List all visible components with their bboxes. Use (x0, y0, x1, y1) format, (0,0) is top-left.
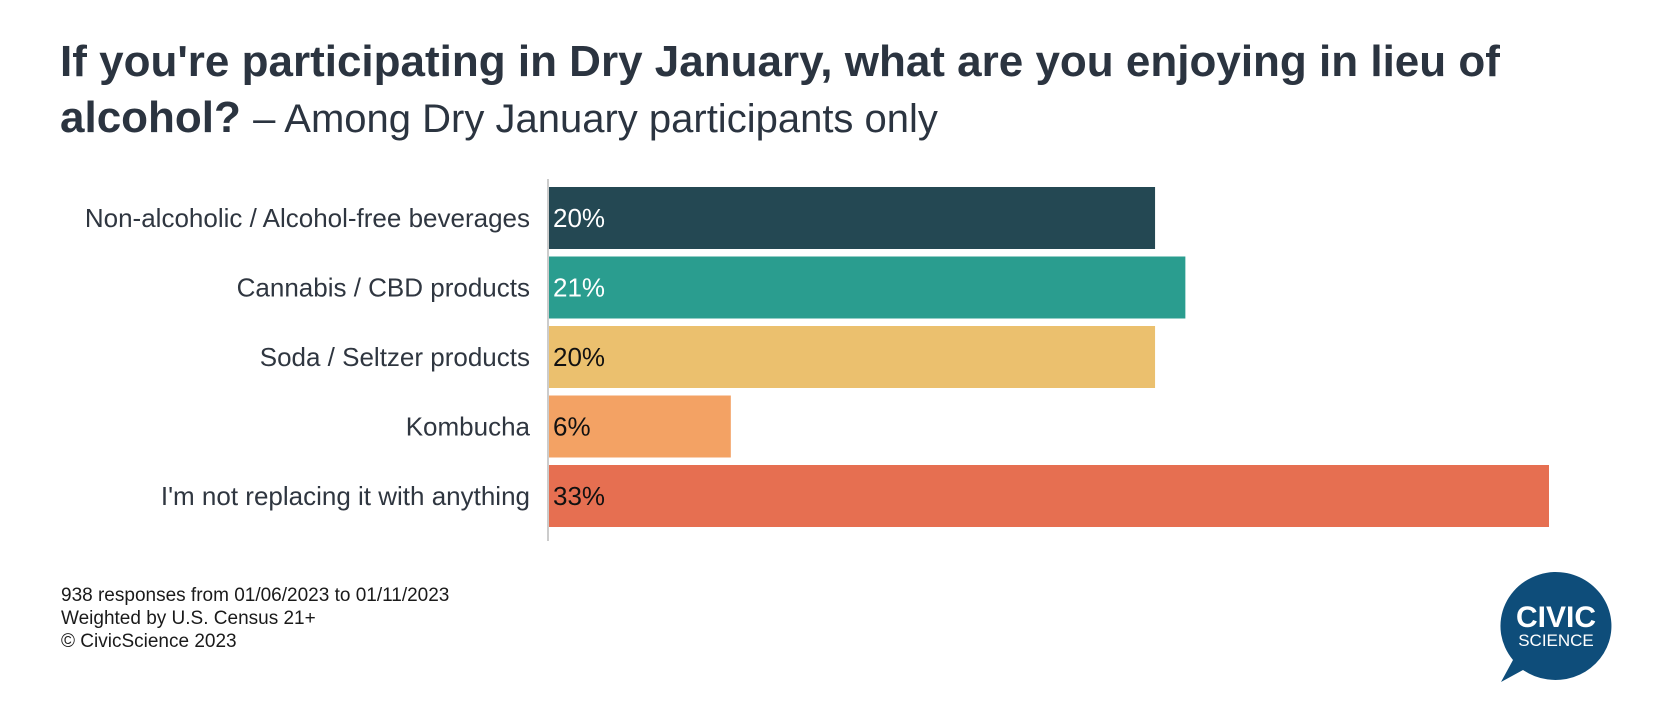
chart-title: If you're participating in Dry January, … (60, 34, 1620, 147)
value-label-3: 6% (553, 412, 591, 442)
bar-1 (549, 256, 1186, 319)
chart-title-main: If you're participating in Dry January, … (60, 37, 1500, 142)
value-label-4: 33% (553, 481, 605, 511)
category-label-3: Kombucha (406, 412, 531, 442)
logo-bubble (1500, 571, 1612, 682)
bar-4 (549, 465, 1549, 527)
category-label-2: Soda / Seltzer products (260, 342, 530, 372)
category-label-0: Non-alcoholic / Alcohol-free beverages (85, 203, 530, 233)
value-label-2: 20% (553, 342, 605, 372)
civicscience-logo: CIVIC SCIENCE (1500, 571, 1612, 682)
chart-footer: 938 responses from 01/06/2023 to 01/11/2… (61, 584, 449, 653)
footer-copyright: © CivicScience 2023 (61, 631, 237, 652)
chart-subtitle: – Among Dry January participants only (253, 97, 938, 141)
bar-0 (549, 187, 1156, 249)
logo-text-civic: CIVIC (1516, 601, 1596, 634)
category-label-1: Cannabis / CBD products (237, 273, 530, 303)
logo-text-science: SCIENCE (1518, 631, 1594, 650)
bar-3 (549, 395, 731, 458)
category-label-4: I'm not replacing it with anything (161, 481, 530, 511)
footer-responses: 938 responses from 01/06/2023 to 01/11/2… (61, 585, 450, 606)
value-label-1: 21% (553, 273, 605, 303)
bar-chart: Non-alcoholic / Alcohol-free beverages 20… (85, 179, 1549, 541)
footer-weighting: Weighted by U.S. Census 21+ (61, 608, 316, 629)
bar-2 (549, 326, 1156, 388)
value-label-0: 20% (553, 203, 605, 233)
